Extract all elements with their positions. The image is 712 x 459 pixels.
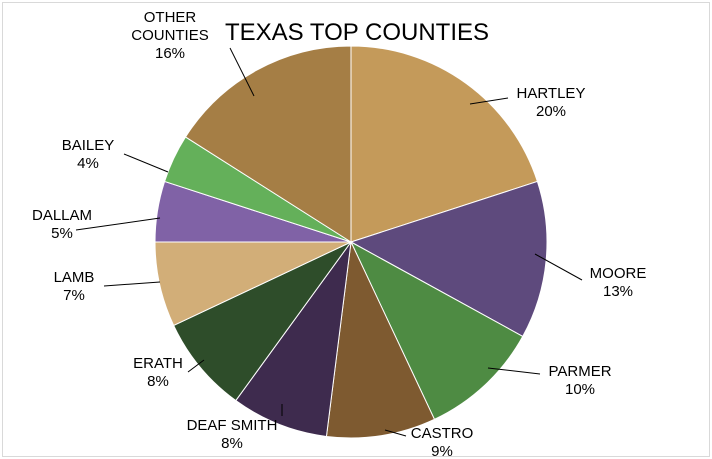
slice-label-moore: MOORE 13% (590, 265, 647, 300)
slice-label-dallam: DALLAM 5% (32, 207, 92, 242)
slice-value-label: 5% (51, 225, 73, 242)
slice-value-label: 16% (155, 45, 185, 62)
leader-line-dallam (75, 217, 161, 231)
leader-line-lamb (103, 281, 161, 287)
slice-label-castro: CASTRO 9% (411, 425, 474, 459)
slice-label-other-counties: OTHER COUNTIES 16% (131, 9, 209, 62)
slice-value-label: 8% (221, 435, 243, 452)
slice-label-deaf-smith: DEAF SMITH 8% (187, 417, 278, 452)
slice-value-label: 20% (536, 103, 566, 120)
slice-label-erath: ERATH 8% (133, 355, 183, 390)
pie-slice-hartley (350, 45, 539, 243)
chart-title: TEXAS TOP COUNTIES (224, 19, 490, 46)
slices-layer (154, 45, 548, 439)
slice-name-label: ERATH (133, 355, 183, 372)
slice-name-label: DEAF SMITH (187, 417, 278, 434)
leader-line-moore (534, 253, 583, 281)
slice-label-bailey: BAILEY 4% (62, 137, 115, 172)
slice-value-label: 4% (77, 155, 99, 172)
slice-name-label: BAILEY (62, 137, 115, 154)
leader-line-hartley (469, 97, 509, 105)
slice-name-label: DALLAM (32, 207, 92, 224)
slice-value-label: 9% (431, 443, 453, 459)
slice-name-label: CASTRO (411, 425, 474, 442)
pie-slice-erath (172, 241, 352, 402)
pie-slice-parmer (349, 240, 524, 421)
leader-line-erath (187, 359, 205, 373)
slice-name-label: LAMB (54, 269, 95, 286)
slice-label-lamb: LAMB 7% (54, 269, 95, 304)
slice-value-label: 7% (63, 287, 85, 304)
slice-value-label: 13% (603, 283, 633, 300)
slice-value-label: 10% (565, 381, 595, 398)
slice-name-label: PARMER (548, 363, 611, 380)
pie-slice-castro (325, 240, 436, 439)
slice-name-label: COUNTIES (131, 27, 209, 44)
labels-layer: HARTLEY 20% MOORE 13% PARMER 10% CASTRO 9% DEAF … (32, 9, 646, 459)
slice-name-label: MOORE (590, 265, 647, 282)
leader-lines-layer (75, 47, 583, 437)
leader-line-bailey (123, 153, 169, 173)
slice-name-label: HARTLEY (517, 85, 586, 102)
slice-value-label: 8% (147, 373, 169, 390)
slice-label-parmer: PARMER 10% (548, 363, 611, 398)
leader-line-parmer (487, 367, 541, 375)
slice-label-hartley: HARTLEY 20% (517, 85, 586, 120)
pie-slice-deaf-smith (235, 241, 352, 438)
pie-slice-other-counties (184, 45, 352, 243)
leader-line-other-counties (229, 47, 255, 97)
leader-line-castro (384, 429, 407, 437)
slice-name-label: OTHER (144, 9, 197, 26)
